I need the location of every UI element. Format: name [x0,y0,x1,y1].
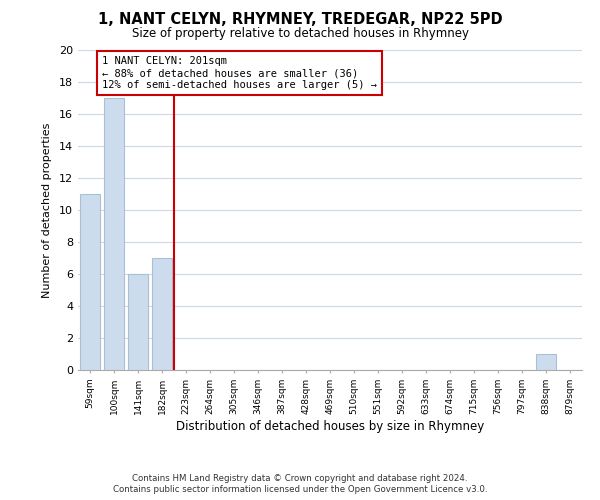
Bar [152,258,172,370]
Text: 1, NANT CELYN, RHYMNEY, TREDEGAR, NP22 5PD: 1, NANT CELYN, RHYMNEY, TREDEGAR, NP22 5… [98,12,502,28]
Bar [80,194,100,370]
Bar [536,354,556,370]
Text: Size of property relative to detached houses in Rhymney: Size of property relative to detached ho… [131,28,469,40]
Bar [128,274,148,370]
Y-axis label: Number of detached properties: Number of detached properties [42,122,52,298]
Text: 1 NANT CELYN: 201sqm
← 88% of detached houses are smaller (36)
12% of semi-detac: 1 NANT CELYN: 201sqm ← 88% of detached h… [102,56,377,90]
X-axis label: Distribution of detached houses by size in Rhymney: Distribution of detached houses by size … [176,420,484,432]
Bar [104,98,124,370]
Text: Contains HM Land Registry data © Crown copyright and database right 2024.
Contai: Contains HM Land Registry data © Crown c… [113,474,487,494]
